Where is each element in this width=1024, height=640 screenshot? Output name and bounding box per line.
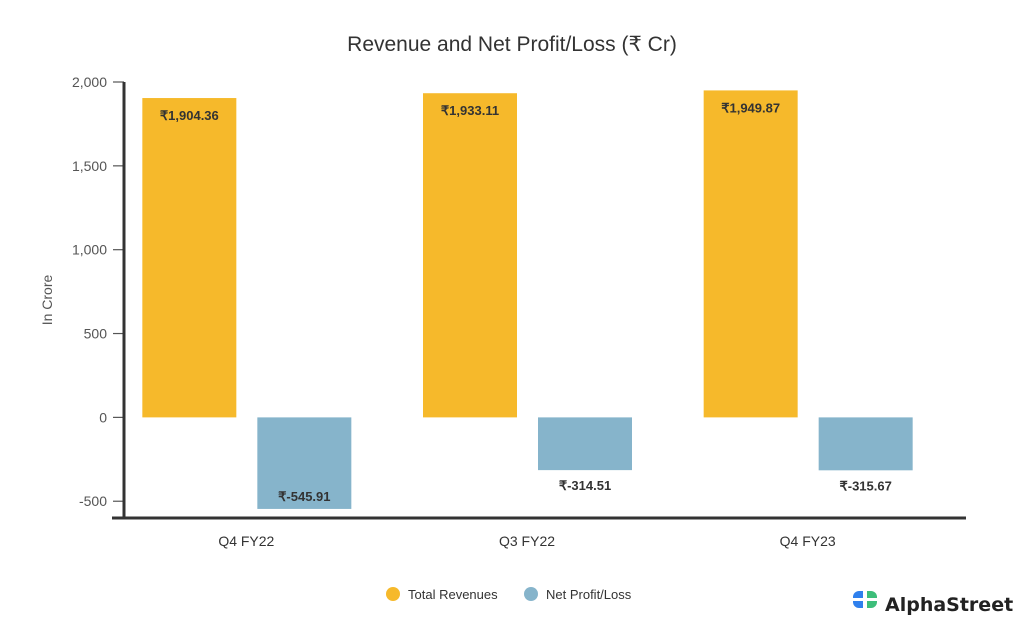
x-category-label: Q3 FY22 bbox=[499, 533, 555, 549]
revenue-data-label: ₹1,949.87 bbox=[721, 100, 780, 115]
legend: Total Revenues Net Profit/Loss bbox=[386, 587, 632, 602]
y-axis-label: In Crore bbox=[39, 275, 55, 326]
bars bbox=[142, 90, 913, 509]
legend-marker-profit bbox=[524, 587, 538, 601]
x-category-label: Q4 FY23 bbox=[780, 533, 836, 549]
revenue-bar bbox=[142, 98, 237, 418]
profit-bar bbox=[538, 417, 632, 471]
revenue-bar bbox=[423, 93, 517, 418]
legend-label-revenue: Total Revenues bbox=[408, 587, 498, 602]
y-tick-label: 1,000 bbox=[72, 242, 107, 258]
y-tick-label: -500 bbox=[79, 493, 107, 509]
y-tick-label: 2,000 bbox=[72, 74, 107, 90]
x-axis-categories: Q4 FY22 Q3 FY22 Q4 FY23 bbox=[218, 533, 836, 549]
revenue-bar bbox=[703, 90, 798, 418]
alphastreet-logo-text: AlphaStreet bbox=[885, 594, 1013, 616]
y-axis-ticks: 2,000 1,500 1,000 500 0 -500 bbox=[72, 74, 124, 509]
revenue-data-label: ₹1,933.11 bbox=[441, 103, 499, 118]
profit-data-label: ₹-314.51 bbox=[559, 478, 611, 493]
legend-marker-revenue bbox=[386, 587, 400, 601]
y-tick-label: 1,500 bbox=[72, 158, 107, 174]
revenue-data-label: ₹1,904.36 bbox=[160, 108, 219, 123]
profit-data-label: ₹-545.91 bbox=[278, 489, 330, 504]
profit-bar bbox=[818, 417, 913, 471]
legend-label-profit: Net Profit/Loss bbox=[546, 587, 632, 602]
profit-bar bbox=[257, 417, 352, 509]
data-labels: ₹1,904.36 ₹-545.91 ₹1,933.11 ₹-314.51 ₹1,949… bbox=[160, 100, 892, 504]
y-tick-label: 0 bbox=[99, 409, 107, 425]
y-tick-label: 500 bbox=[84, 326, 108, 342]
profit-data-label: ₹-315.67 bbox=[839, 478, 891, 493]
alphastreet-logo: AlphaStreet bbox=[853, 591, 1013, 616]
alphastreet-logo-icon bbox=[853, 591, 877, 608]
x-category-label: Q4 FY22 bbox=[218, 533, 274, 549]
chart-title: Revenue and Net Profit/Loss (₹ Cr) bbox=[347, 33, 677, 56]
